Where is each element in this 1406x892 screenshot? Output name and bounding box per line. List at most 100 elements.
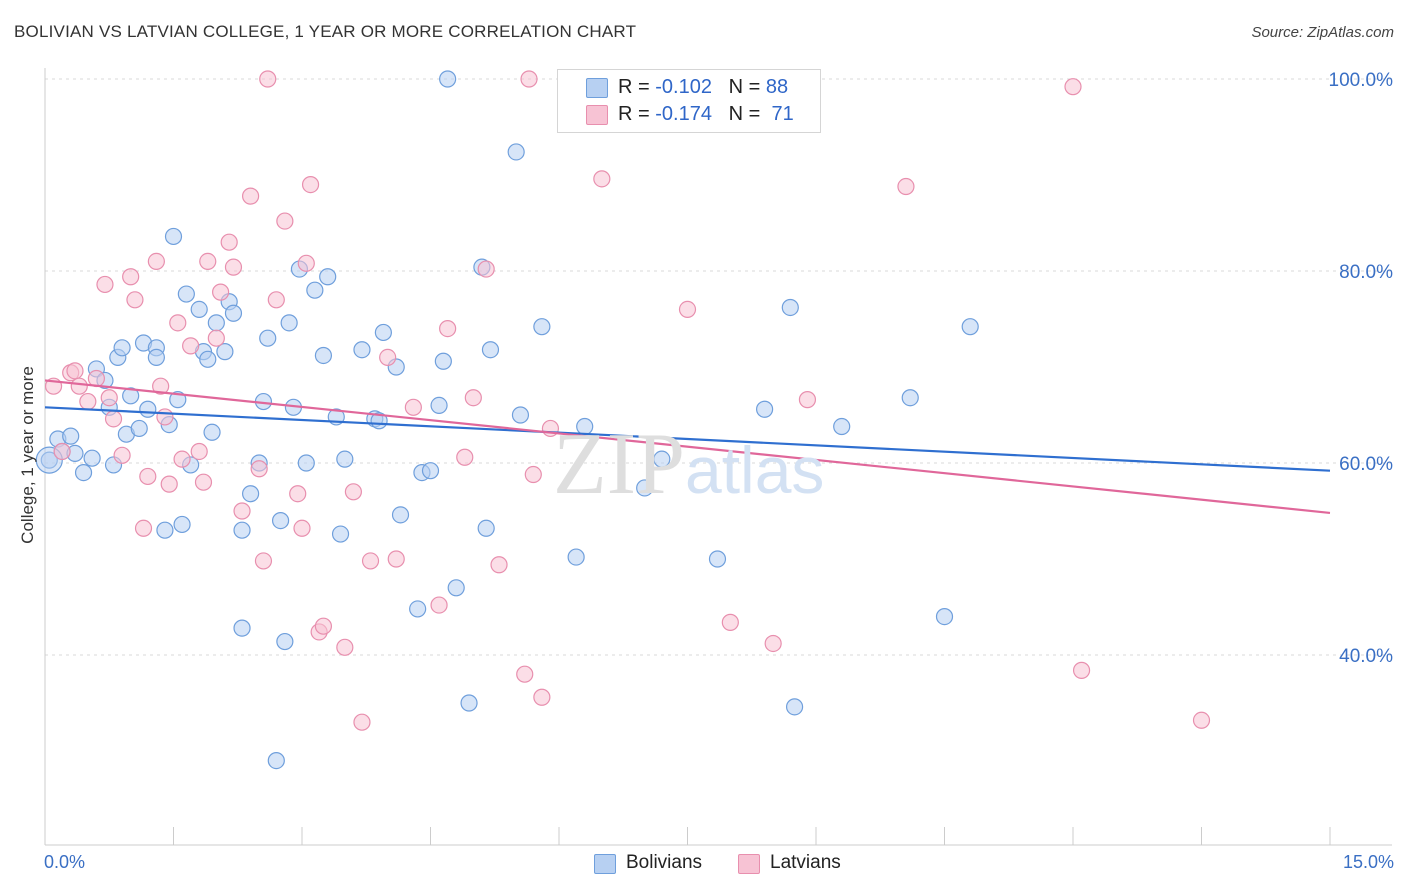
latvians-point	[134, 519, 153, 537]
legend-swatch-blue	[586, 78, 608, 98]
latvians-point	[267, 291, 285, 309]
bolivians-point	[833, 417, 851, 436]
latvians-point	[344, 483, 362, 501]
bolivians-point	[233, 521, 251, 539]
latvians-point	[169, 314, 187, 332]
watermark-zip: ZIP	[553, 416, 685, 513]
latvians-point	[152, 377, 170, 395]
bolivians-point	[207, 314, 225, 332]
latvians-point	[1064, 78, 1082, 96]
n-value-bolivians: 88	[765, 76, 789, 98]
r-value-latvians: -0.174	[655, 103, 712, 125]
latvians-point	[293, 519, 311, 537]
n-label: N =	[728, 103, 761, 125]
latvians-point	[593, 170, 611, 188]
latvians-point	[100, 389, 118, 407]
latvians-point	[464, 389, 482, 407]
latvians-point	[289, 485, 307, 503]
latvians-point	[301, 176, 320, 194]
bolivians-point	[271, 511, 290, 530]
legend-text: R = -0.174 N = 71	[618, 103, 794, 126]
bolivians-point	[314, 346, 333, 365]
latvians-point	[259, 70, 277, 88]
latvians-point	[173, 450, 191, 468]
latvians-point	[516, 665, 534, 683]
bolivians-point	[439, 70, 457, 88]
bolivians-point	[113, 339, 131, 357]
bolivians-trend-line	[44, 406, 1331, 472]
latvians-points	[44, 70, 1211, 731]
latvians-point	[254, 552, 273, 570]
bolivians-point	[567, 548, 585, 566]
bolivians-point	[83, 449, 101, 467]
trend-lines	[44, 379, 1331, 515]
latvians-point	[242, 187, 260, 205]
r-label: R =	[618, 103, 650, 125]
bolivians-point	[242, 485, 260, 503]
latvians-point	[126, 291, 144, 309]
bolivians-point	[434, 352, 452, 370]
latvians-point	[490, 556, 508, 574]
bolivians-point	[199, 350, 217, 368]
latvians-point	[70, 377, 88, 395]
latvians-point	[678, 300, 697, 318]
latvians-point	[224, 258, 243, 276]
bolivians-point	[755, 400, 774, 418]
legend-text: R = -0.102 N = 88	[618, 76, 788, 99]
latvians-point	[53, 442, 71, 461]
latvians-point	[276, 212, 294, 230]
bolivians-point	[173, 515, 191, 534]
bolivians-point	[216, 343, 234, 361]
bolivians-point	[477, 519, 495, 537]
latvians-point	[156, 408, 174, 426]
chart-title: BOLIVIAN VS LATVIAN COLLEGE, 1 YEAR OR M…	[14, 22, 637, 41]
latvians-point	[297, 254, 315, 272]
source-label: Source: ZipAtlas.com	[1251, 24, 1394, 41]
bottom-legend-swatch-pink	[738, 854, 760, 874]
bolivians-point	[267, 751, 285, 770]
latvians-point	[233, 502, 251, 520]
bolivians-point	[130, 419, 148, 438]
bolivians-point	[961, 318, 979, 336]
bolivians-point	[122, 387, 140, 405]
y-tick-label: 60.0%	[1339, 454, 1393, 475]
bolivians-point	[460, 694, 478, 712]
y-tick-label: 100.0%	[1329, 70, 1394, 91]
bolivians-point	[62, 427, 80, 445]
y-tick-label: 80.0%	[1339, 262, 1393, 283]
latvians-point	[79, 392, 97, 411]
bottom-legend-label: Latvians	[770, 852, 841, 873]
bolivians-point	[177, 285, 195, 303]
bolivians-point	[781, 298, 799, 317]
latvians-point	[113, 446, 131, 464]
latvians-trend-line	[44, 379, 1331, 515]
bolivians-point	[507, 143, 525, 161]
bolivians-point	[391, 506, 410, 524]
r-label: R =	[618, 76, 650, 98]
latvians-point	[220, 233, 238, 251]
x-tick-max: 15.0%	[1342, 852, 1394, 872]
legend-swatch-pink	[586, 105, 608, 125]
n-value-latvians: 71	[771, 103, 794, 125]
watermark: ZIPatlas	[553, 412, 824, 515]
latvians-point	[387, 550, 405, 568]
grid-lines	[45, 78, 1392, 656]
latvians-point	[199, 252, 217, 270]
bolivians-points	[35, 70, 979, 770]
latvians-point	[524, 465, 542, 484]
latvians-point	[250, 460, 268, 478]
bolivians-point	[511, 406, 530, 424]
bolivians-point	[297, 454, 315, 472]
bolivians-point	[306, 281, 324, 299]
bolivians-point	[430, 396, 448, 414]
bolivians-point	[533, 318, 551, 336]
latvians-point	[1192, 711, 1211, 729]
latvians-point	[314, 617, 333, 635]
bolivians-point	[280, 314, 298, 332]
latvians-point	[798, 391, 817, 409]
bolivians-point	[156, 521, 174, 539]
watermark-atlas: atlas	[685, 433, 825, 507]
latvians-point	[190, 442, 208, 461]
latvians-point	[721, 613, 739, 631]
y-tick-labels: 40.0% 60.0% 80.0% 100.0%	[1329, 70, 1394, 667]
